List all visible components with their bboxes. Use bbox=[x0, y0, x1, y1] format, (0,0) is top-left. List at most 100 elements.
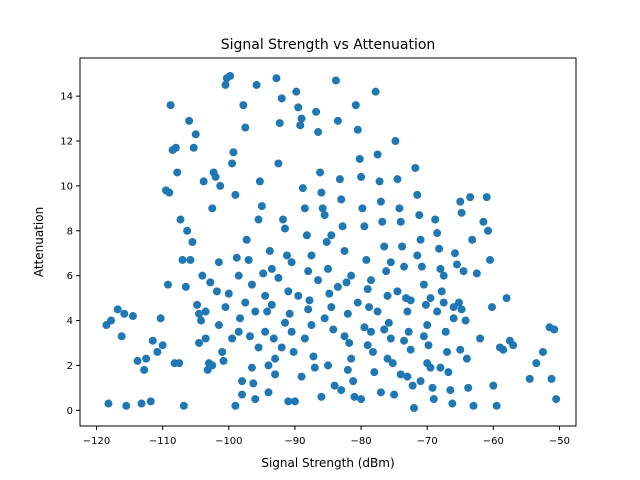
data-point-111 bbox=[317, 188, 326, 197]
data-point-20 bbox=[166, 101, 175, 110]
data-point-41 bbox=[201, 334, 210, 343]
data-point-104 bbox=[305, 296, 314, 305]
data-point-255 bbox=[439, 271, 448, 280]
data-point-37 bbox=[195, 309, 204, 318]
data-point-97 bbox=[294, 103, 303, 112]
data-point-267 bbox=[297, 372, 306, 381]
data-point-125 bbox=[340, 246, 349, 255]
data-point-59 bbox=[231, 190, 240, 199]
data-point-84 bbox=[272, 74, 281, 83]
data-point-196 bbox=[457, 208, 466, 217]
y-tick-label: 2 bbox=[67, 361, 73, 372]
data-point-266 bbox=[284, 397, 293, 406]
data-point-58 bbox=[229, 148, 238, 157]
data-point-145 bbox=[373, 150, 382, 159]
data-point-259 bbox=[208, 361, 217, 370]
data-point-180 bbox=[431, 215, 440, 224]
data-point-244 bbox=[366, 276, 375, 285]
data-point-272 bbox=[396, 370, 405, 379]
data-point-176 bbox=[424, 341, 433, 350]
data-point-222 bbox=[547, 374, 556, 383]
data-point-235 bbox=[307, 251, 316, 260]
data-point-237 bbox=[320, 314, 329, 323]
data-point-121 bbox=[333, 116, 342, 125]
data-point-210 bbox=[488, 303, 497, 312]
data-point-156 bbox=[391, 137, 400, 146]
data-point-101 bbox=[300, 204, 309, 213]
data-point-72 bbox=[252, 80, 261, 89]
data-point-182 bbox=[435, 244, 444, 253]
data-point-109 bbox=[314, 128, 323, 137]
data-point-148 bbox=[378, 217, 387, 226]
data-point-226 bbox=[241, 298, 250, 307]
data-point-93 bbox=[287, 327, 296, 336]
data-point-1 bbox=[107, 316, 116, 325]
data-point-280 bbox=[324, 361, 332, 370]
data-point-30 bbox=[183, 226, 192, 235]
data-point-9 bbox=[137, 399, 146, 408]
data-point-120 bbox=[331, 76, 340, 85]
data-point-179 bbox=[429, 395, 438, 404]
data-point-118 bbox=[329, 325, 338, 334]
data-point-175 bbox=[423, 321, 432, 330]
data-point-232 bbox=[287, 258, 296, 267]
data-point-252 bbox=[419, 332, 428, 341]
data-point-160 bbox=[398, 242, 407, 251]
data-point-29 bbox=[181, 282, 190, 291]
data-point-108 bbox=[312, 107, 321, 116]
data-point-193 bbox=[452, 260, 461, 269]
x-tick-label: −110 bbox=[149, 436, 176, 447]
data-point-261 bbox=[195, 338, 204, 347]
data-point-48 bbox=[212, 287, 221, 296]
data-point-16 bbox=[158, 341, 167, 350]
data-point-230 bbox=[274, 273, 283, 282]
data-point-254 bbox=[433, 307, 442, 316]
data-point-249 bbox=[400, 336, 409, 345]
data-point-263 bbox=[238, 390, 247, 399]
data-point-34 bbox=[189, 143, 198, 152]
data-point-286 bbox=[449, 303, 458, 312]
data-point-163 bbox=[403, 307, 412, 316]
data-point-83 bbox=[271, 354, 280, 363]
data-point-275 bbox=[456, 345, 465, 354]
data-point-270 bbox=[357, 395, 366, 404]
x-axis-label: Signal Strength (dBm) bbox=[261, 456, 394, 470]
data-point-132 bbox=[351, 101, 360, 110]
data-point-110 bbox=[316, 168, 325, 177]
data-point-36 bbox=[193, 300, 202, 309]
data-point-25 bbox=[175, 359, 184, 368]
data-point-126 bbox=[342, 278, 351, 287]
data-point-57 bbox=[228, 159, 237, 168]
data-point-45 bbox=[208, 204, 217, 213]
data-point-131 bbox=[350, 392, 359, 401]
data-point-122 bbox=[335, 175, 344, 184]
data-point-214 bbox=[499, 345, 508, 354]
data-point-250 bbox=[406, 296, 415, 305]
data-point-67 bbox=[244, 255, 253, 264]
data-point-246 bbox=[380, 325, 389, 334]
data-point-65 bbox=[241, 123, 250, 132]
data-point-282 bbox=[363, 341, 372, 350]
data-point-154 bbox=[388, 359, 397, 368]
data-point-167 bbox=[409, 404, 418, 413]
data-point-44 bbox=[206, 278, 215, 287]
data-point-151 bbox=[383, 291, 392, 300]
data-point-106 bbox=[309, 352, 318, 361]
data-point-128 bbox=[345, 338, 354, 347]
data-point-211 bbox=[489, 381, 498, 390]
data-point-24 bbox=[173, 168, 182, 177]
data-point-3 bbox=[113, 305, 122, 314]
data-point-80 bbox=[265, 246, 274, 255]
x-axis: −120 −110 −100 −90 −80 −70 −60 −50 bbox=[83, 426, 570, 447]
data-point-157 bbox=[393, 175, 402, 184]
x-tick-label: −100 bbox=[215, 436, 242, 447]
data-point-7 bbox=[128, 312, 137, 321]
data-point-85 bbox=[274, 159, 283, 168]
data-point-124 bbox=[338, 222, 347, 231]
x-tick-label: −80 bbox=[351, 436, 372, 447]
data-point-203 bbox=[469, 401, 478, 410]
data-point-265 bbox=[271, 370, 280, 379]
data-point-56 bbox=[226, 71, 235, 80]
data-point-63 bbox=[238, 377, 247, 386]
data-point-50 bbox=[216, 181, 225, 190]
